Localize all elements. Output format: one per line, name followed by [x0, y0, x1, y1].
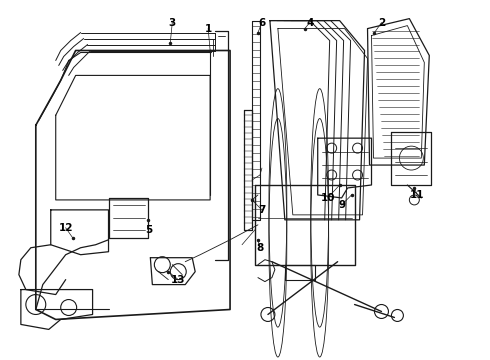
Text: 11: 11: [410, 190, 424, 200]
Text: 8: 8: [256, 243, 264, 253]
Text: 13: 13: [171, 275, 186, 285]
Text: 10: 10: [320, 193, 335, 203]
Text: 2: 2: [378, 18, 385, 28]
Text: 6: 6: [258, 18, 266, 28]
Text: 3: 3: [169, 18, 176, 28]
Text: 7: 7: [258, 205, 266, 215]
Text: 4: 4: [306, 18, 314, 28]
Text: 12: 12: [58, 223, 73, 233]
Text: 9: 9: [338, 200, 345, 210]
Text: 1: 1: [204, 24, 212, 33]
Text: 5: 5: [145, 225, 152, 235]
